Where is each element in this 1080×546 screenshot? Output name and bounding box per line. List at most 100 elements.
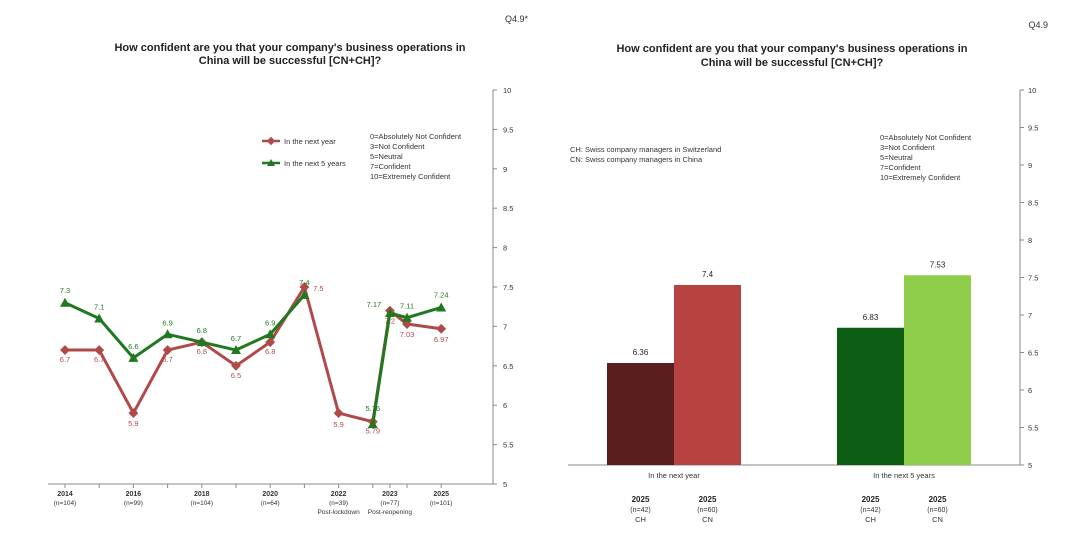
note-cn: CN: Swiss company managers in China xyxy=(570,155,703,164)
bar-y-tick-label: 7.5 xyxy=(1028,274,1038,283)
bar-n-label: (n=60) xyxy=(697,507,717,514)
label-next-5-years: 6.6 xyxy=(128,342,138,351)
bar-scale-legend: 0=Absolutely Not Confident 3=Not Confide… xyxy=(880,133,972,182)
line-x-year-label: 2018 xyxy=(194,491,210,498)
bar-year-label: 2025 xyxy=(862,495,880,504)
label-next-5-years: 5.76 xyxy=(365,404,380,413)
point-next-5-years xyxy=(265,329,276,339)
bar-y-ticks: 10 9.5 9 8.5 8 7.5 7 6.5 6 5.5 5 xyxy=(1020,86,1038,470)
label-next-year: 7.03 xyxy=(400,330,415,339)
scale-10: 10=Extremely Confident xyxy=(370,172,451,181)
bar-category-label: In the next 5 years xyxy=(873,471,935,480)
bar-question-code: Q4.9 xyxy=(1028,20,1048,30)
label-next-year: 5.79 xyxy=(365,427,380,436)
bar-year-label: 2025 xyxy=(929,495,947,504)
label-next-year: 6.8 xyxy=(197,347,207,356)
bar-value-label: 6.36 xyxy=(633,348,649,357)
series-line-next-5-years xyxy=(371,306,442,425)
point-next-year xyxy=(333,408,344,419)
line-x-year-label: 2025 xyxy=(433,491,449,498)
bar-title-line1: How confident are you that your company'… xyxy=(616,43,967,55)
point-next-5-years xyxy=(60,297,70,307)
line-y-tick-label: 5 xyxy=(503,480,507,489)
legend-marker-next-year xyxy=(266,136,276,146)
point-next-year xyxy=(60,345,70,355)
scale-0: 0=Absolutely Not Confident xyxy=(370,132,462,141)
line-x-year-label: 2020 xyxy=(262,491,278,498)
label-next-5-years: 7.4 xyxy=(299,278,309,287)
label-next-5-years: 7.3 xyxy=(60,286,70,295)
bar-series-label: CH xyxy=(865,515,876,524)
line-series-legend: In the next year In the next 5 years xyxy=(262,136,346,168)
line-y-tick-label: 5.5 xyxy=(503,441,513,450)
line-y-tick-label: 8.5 xyxy=(503,204,513,213)
bar-y-tick-label: 6.5 xyxy=(1028,349,1038,358)
bar-n-label: (n=42) xyxy=(860,507,880,514)
label-next-5-years: 6.8 xyxy=(197,326,207,335)
label-next-5-years: 7.24 xyxy=(434,290,449,299)
point-next-5-years xyxy=(436,302,447,312)
line-y-tick-label: 8 xyxy=(503,244,507,253)
label-next-5-years: 7.1 xyxy=(94,303,104,312)
bar-series-label: CH xyxy=(635,515,646,524)
bar-y-tick-label: 8.5 xyxy=(1028,199,1038,208)
bar-n-label: (n=42) xyxy=(630,507,650,514)
point-next-year xyxy=(128,408,139,419)
point-next-year xyxy=(162,345,173,355)
bar-value-label: 7.4 xyxy=(702,270,714,279)
line-x-n-label: (n=104) xyxy=(54,500,77,507)
label-next-year: 5.9 xyxy=(333,420,343,429)
line-y-tick-label: 7 xyxy=(503,322,507,331)
line-x-n-label: (n=77) xyxy=(380,500,399,507)
line-x-ticks: 2014 (n=104) 2016 (n=99) 2018 (n=104) 2020 (n=6… xyxy=(54,484,452,516)
bar-year-label: 2025 xyxy=(699,495,717,504)
series-line-next-5-years xyxy=(64,293,306,360)
note-ch: CH: Swiss company managers in Switzerlan… xyxy=(570,145,721,154)
scale-7: 7=Confident xyxy=(370,162,412,171)
point-next-5-years xyxy=(162,329,173,339)
bar-category-label: In the next year xyxy=(648,471,700,480)
bar-y-tick-label: 9 xyxy=(1028,161,1032,170)
point-next-5-years xyxy=(367,419,378,429)
bar-year-label: 2025 xyxy=(632,495,650,504)
line-scale-legend: 0=Absolutely Not Confident 3=Not Confide… xyxy=(370,132,462,181)
label-next-year: 6.97 xyxy=(434,335,449,344)
scale-3: 3=Not Confident xyxy=(370,142,425,151)
bar-y-tick-label: 7 xyxy=(1028,311,1032,320)
bar-title-line2: China will be successful [CN+CH]? xyxy=(701,57,884,69)
label-next-year: 6.7 xyxy=(60,355,70,364)
point-next-5-years xyxy=(384,308,395,318)
bar-series-label: CN xyxy=(932,515,943,524)
point-next-year xyxy=(299,282,310,292)
legend-label-next-year: In the next year xyxy=(284,137,336,146)
point-next-5-years xyxy=(128,352,139,362)
legend-label-next-5-years: In the next 5 years xyxy=(284,159,346,168)
point-next-5-years xyxy=(231,345,241,355)
line-x-year-label: 2022 xyxy=(331,491,347,498)
label-next-5-years: 6.9 xyxy=(162,318,172,327)
bar-series-label: CN xyxy=(702,515,713,524)
label-next-5-years: 7.11 xyxy=(400,302,414,311)
line-y-tick-label: 10 xyxy=(503,86,511,95)
label-next-year: 6.7 xyxy=(162,355,172,364)
line-y-tick-label: 6 xyxy=(503,401,507,410)
line-x-year-label: 2014 xyxy=(57,491,73,498)
line-x-note-label: Post-lockdown xyxy=(317,509,360,516)
bar-chart: Q4.9 How confident are you that your com… xyxy=(568,20,1048,524)
bar-ch-next-year xyxy=(607,363,674,465)
bar-y-tick-label: 5.5 xyxy=(1028,424,1038,433)
line-title-line2: China will be successful [CN+CH]? xyxy=(199,55,382,67)
line-y-tick-label: 6.5 xyxy=(503,362,513,371)
point-next-5-years xyxy=(196,337,207,347)
label-next-5-years: 6.9 xyxy=(265,318,275,327)
point-next-year xyxy=(436,323,447,334)
bar-y-tick-label: 5 xyxy=(1028,461,1032,470)
label-next-year: 6.5 xyxy=(231,371,241,380)
line-x-year-label: 2016 xyxy=(126,491,142,498)
bar-scale-5: 5=Neutral xyxy=(880,153,913,162)
bar-value-label: 6.83 xyxy=(863,313,879,322)
point-next-year xyxy=(265,337,276,348)
bar-ch-next-5-years xyxy=(837,327,904,465)
